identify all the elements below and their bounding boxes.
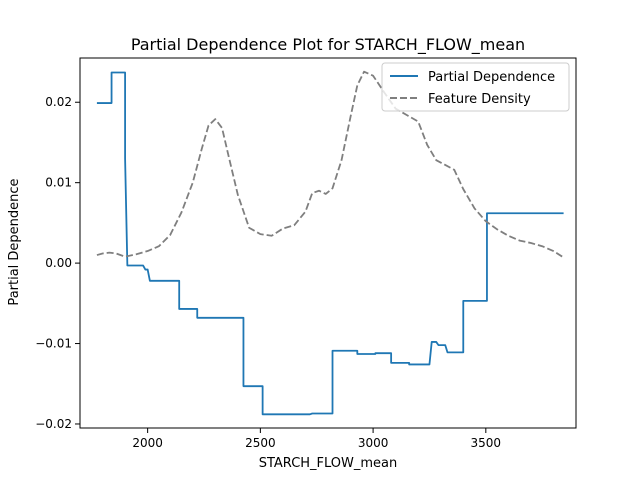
y-tick-label: 0.00 bbox=[45, 256, 72, 270]
axis-ticks: 2000 2500 3000 3500 −0.02 −0.01 0.00 0.01 0.02 bbox=[35, 95, 501, 450]
legend-label-feature-density: Feature Density bbox=[428, 92, 531, 107]
x-tick-label: 3000 bbox=[358, 436, 389, 450]
plot-frame bbox=[79, 57, 577, 429]
x-tick-label: 2000 bbox=[132, 436, 163, 450]
legend-box bbox=[381, 62, 570, 112]
y-tick-label: −0.02 bbox=[35, 417, 72, 431]
plot-area bbox=[96, 70, 565, 416]
legend-label-partial-dependence: Partial Dependence bbox=[428, 70, 555, 85]
series-line-feature-density bbox=[96, 70, 565, 259]
chart-title: Partial Dependence Plot for STARCH_FLOW_… bbox=[131, 35, 525, 55]
y-axis-label: Partial Dependence bbox=[7, 178, 22, 305]
series-line-partial-dependence bbox=[96, 71, 564, 416]
y-tick-label: 0.01 bbox=[45, 176, 72, 190]
legend: Partial Dependence Feature Density bbox=[381, 62, 570, 112]
x-tick-label: 3500 bbox=[471, 436, 502, 450]
y-tick-label: 0.02 bbox=[45, 95, 72, 109]
y-tick-label: −0.01 bbox=[35, 337, 72, 351]
x-axis-label: STARCH_FLOW_mean bbox=[259, 456, 398, 471]
x-tick-label: 2500 bbox=[245, 436, 276, 450]
